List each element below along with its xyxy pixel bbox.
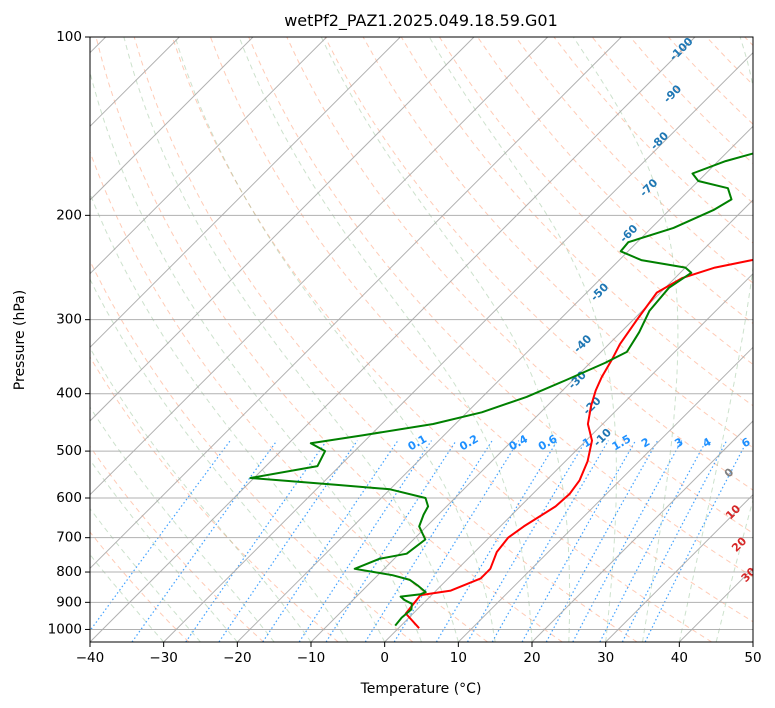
y-axis-ticks: 100 200 300 400 500 600 700 800 900 1000 xyxy=(48,29,90,637)
y-tick-label: 600 xyxy=(56,490,82,506)
x-tick-label: 30 xyxy=(597,650,614,666)
moist-adiabat-line xyxy=(90,70,422,642)
moist-adiabat-line xyxy=(90,192,386,642)
y-tick-label: 100 xyxy=(56,29,82,45)
mixing-ratio-lines xyxy=(90,440,748,642)
y-tick-label: 300 xyxy=(56,312,82,328)
dry-adiabat-line xyxy=(210,37,753,623)
isotherm-line xyxy=(163,51,753,642)
dry-adiabat-line xyxy=(90,150,488,642)
mixing-ratio-line xyxy=(298,440,432,642)
x-tick-label: −10 xyxy=(297,650,326,666)
x-axis-label: Temperature (°C) xyxy=(360,681,482,697)
moist-adiabat-line xyxy=(90,459,238,642)
dry-adiabat-line xyxy=(438,37,753,366)
mixing-ratio-line xyxy=(644,440,748,642)
sounding-series xyxy=(249,152,753,629)
moist-adiabat-line xyxy=(320,37,571,642)
chart-title: wetPf2_PAZ1.2025.049.18.59.G01 xyxy=(284,11,558,31)
isotherm-grid xyxy=(90,37,753,642)
dewpoint-profile-line xyxy=(249,152,753,627)
x-tick-label: 40 xyxy=(671,650,688,666)
mixing-ratio-line xyxy=(545,440,659,642)
moist-adiabat-line xyxy=(90,278,349,642)
isotherm-line xyxy=(90,37,475,422)
moist-adiabat-line xyxy=(90,553,165,642)
isotherm-line xyxy=(531,420,753,642)
moist-adiabats xyxy=(90,37,753,642)
isotherm-line xyxy=(457,346,753,642)
plot-frame xyxy=(89,36,754,643)
isotherm-line xyxy=(605,493,753,642)
moist-adiabat-line xyxy=(238,37,533,642)
dry-adiabat-line xyxy=(171,37,712,642)
mixing-ratio-line xyxy=(90,440,231,632)
y-tick-label: 800 xyxy=(56,564,82,580)
isotherm-line xyxy=(90,37,549,496)
plot-area: -100-90-80-70-60-50-40-30-20-100.1 0.2 0.4… xyxy=(90,37,753,642)
isotherm-line xyxy=(90,37,622,570)
dry-adiabat-line xyxy=(90,445,264,642)
x-tick-label: 50 xyxy=(744,650,761,666)
mixing-ratio-line xyxy=(131,440,278,642)
isotherm-line xyxy=(384,272,753,642)
x-tick-label: 10 xyxy=(450,650,467,666)
isotherm-line xyxy=(236,125,753,642)
moist-adiabat-line xyxy=(123,37,459,642)
y-tick-label: 1000 xyxy=(48,621,82,637)
y-axis-label: Pressure (hPa) xyxy=(12,290,28,390)
moist-adiabat-line xyxy=(174,37,496,642)
x-tick-label: 0 xyxy=(380,650,389,666)
dry-adiabat-line xyxy=(90,531,190,642)
moist-adiabat-line xyxy=(428,37,617,642)
dry-adiabat-line xyxy=(248,37,753,578)
y-tick-label: 500 xyxy=(56,443,82,459)
mixing-ratio-line xyxy=(262,440,399,642)
temperature-profile-line xyxy=(404,258,753,629)
mixing-ratio-line xyxy=(364,440,493,642)
isotherm-line xyxy=(90,37,696,642)
x-tick-label: 20 xyxy=(523,650,540,666)
y-tick-label: 200 xyxy=(56,207,82,223)
y-tick-label: 400 xyxy=(56,386,82,402)
isobar-grid xyxy=(90,37,753,630)
mixing-ratio-line xyxy=(572,440,683,642)
dry-adiabat-line xyxy=(90,356,339,642)
mixing-ratio-line xyxy=(491,440,609,642)
mixing-ratio-line xyxy=(325,440,457,642)
mixing-ratio-line xyxy=(466,440,587,642)
isotherm-line xyxy=(310,199,753,642)
dry-adiabat-line xyxy=(133,37,638,642)
y-tick-label: 900 xyxy=(56,594,82,610)
dry-adiabat-line xyxy=(515,37,753,284)
mixing-ratio-line xyxy=(185,440,328,642)
moist-adiabat-line xyxy=(90,507,201,642)
y-tick-label: 700 xyxy=(56,530,82,546)
x-tick-label: −40 xyxy=(76,650,105,666)
isotherm-line xyxy=(90,37,328,275)
x-axis-ticks: −40 −30 −20 −10 0 10 20 30 40 50 xyxy=(76,642,762,666)
mixing-ratio-line xyxy=(435,440,558,642)
mixing-ratio-line xyxy=(521,440,637,642)
dry-adiabat-line xyxy=(400,37,753,407)
x-tick-label: −20 xyxy=(223,650,252,666)
isotherm-line xyxy=(90,37,254,201)
isotherm-line xyxy=(90,37,401,349)
x-tick-label: −30 xyxy=(149,650,178,666)
